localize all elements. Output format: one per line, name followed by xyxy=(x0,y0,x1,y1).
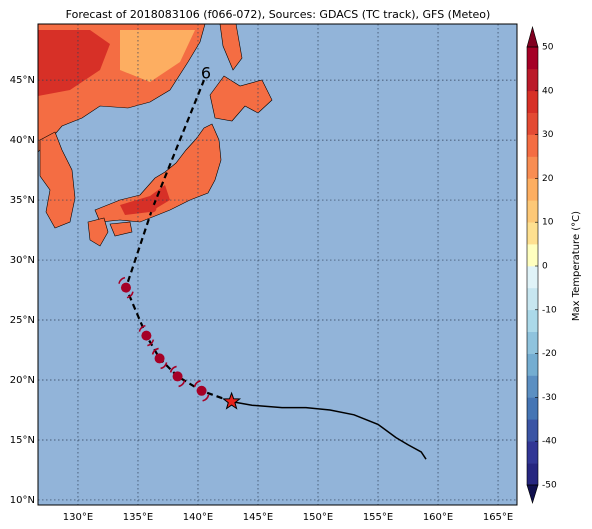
lat-tick-label: 40°N xyxy=(10,135,35,146)
lon-tick-label: 150°E xyxy=(303,512,333,523)
lat-tick-label: 45°N xyxy=(10,75,35,86)
colorbar-bin xyxy=(527,353,538,376)
colorbar-over xyxy=(526,25,539,48)
colorbar-bin xyxy=(527,112,538,135)
lat-tick-label: 20°N xyxy=(10,375,35,386)
colorbar-bin xyxy=(527,244,538,267)
colorbar-tick-label: 20 xyxy=(542,174,554,184)
lon-tick-label: 140°E xyxy=(183,512,213,523)
past-track xyxy=(231,400,427,460)
colorbar-tick-label: 0 xyxy=(542,262,548,272)
honshu-warm xyxy=(120,185,170,215)
forecast-point xyxy=(172,371,183,382)
lat-tick-label: 15°N xyxy=(10,435,35,446)
cyclone-arm xyxy=(193,380,210,402)
colorbar-tick-label: -30 xyxy=(542,393,557,403)
forecast-point xyxy=(148,204,157,213)
forecast-track xyxy=(124,79,232,403)
map-title: Forecast of 2018083106 (f066-072), Sourc… xyxy=(66,8,491,21)
forecast-point xyxy=(141,330,152,341)
mainland-warm xyxy=(38,30,110,96)
lat-tick-label: 10°N xyxy=(10,495,35,506)
colorbar-bin xyxy=(527,47,538,70)
land xyxy=(38,24,273,247)
lat-tick-label: 30°N xyxy=(10,255,35,266)
colorbar-bin xyxy=(527,287,538,311)
cyclone-arm xyxy=(138,324,155,347)
colorbar-bin xyxy=(527,266,538,289)
colorbar-bin xyxy=(527,156,538,179)
shikoku xyxy=(109,221,133,237)
korea xyxy=(39,131,76,229)
lon-tick-label: 165°E xyxy=(483,512,513,523)
lon-tick-label: 130°E xyxy=(63,512,93,523)
colorbar-under xyxy=(526,484,539,505)
colorbar-bin xyxy=(527,178,538,201)
colorbar-tick-label: -40 xyxy=(542,437,557,447)
kyushu xyxy=(87,217,109,247)
colorbar-bin xyxy=(527,441,538,464)
colorbar-bin xyxy=(527,397,538,420)
colorbar-tick-label: -50 xyxy=(542,481,557,491)
colorbar-bin xyxy=(527,463,538,486)
colorbar-bin xyxy=(527,331,538,354)
lon-tick-label: 160°E xyxy=(423,512,453,523)
colorbar-bin xyxy=(527,222,538,245)
colorbar-bin xyxy=(527,419,538,442)
map-frame xyxy=(37,23,518,506)
colorbar-bin xyxy=(527,309,538,332)
forecast-point xyxy=(120,282,131,293)
forecast-point xyxy=(196,385,207,396)
lon-tick-label: 135°E xyxy=(123,512,153,523)
colorbar-tick-label: 10 xyxy=(542,218,554,228)
lat-tick-label: 25°N xyxy=(10,315,35,326)
lon-tick-label: 145°E xyxy=(243,512,273,523)
forecast-point xyxy=(154,353,165,364)
colorbar-bin xyxy=(527,200,538,223)
colorbar-tick-label: -10 xyxy=(542,305,557,315)
cyclone-symbol: 6 xyxy=(201,64,211,83)
cyclone-arm xyxy=(169,365,186,388)
colorbar-bin xyxy=(527,375,538,398)
colorbar-tick-label: -20 xyxy=(542,349,557,359)
colorbar: -50 -40 -30 -20 -10 0 10 20 30 40 50 xyxy=(526,25,557,505)
mainland-cool xyxy=(120,30,195,82)
colorbar-tick-label: 40 xyxy=(542,86,554,96)
colorbar-tick-label: 30 xyxy=(542,130,554,140)
cyclone-arm xyxy=(118,276,134,299)
lat-tick-label: 35°N xyxy=(10,195,35,206)
colorbar-label: Max Temperature (°C) xyxy=(571,211,582,321)
current-position xyxy=(222,391,242,410)
colorbar-bin xyxy=(527,134,538,157)
lon-tick-label: 155°E xyxy=(363,512,393,523)
cyclone-track: 6 xyxy=(118,64,427,460)
colorbar-tick-label: 50 xyxy=(542,43,554,53)
sakhalin xyxy=(219,24,243,71)
colorbar-bin xyxy=(527,68,538,92)
cyclone-arm xyxy=(151,347,168,370)
colorbar-bin xyxy=(527,90,538,113)
hokkaido xyxy=(209,75,273,122)
